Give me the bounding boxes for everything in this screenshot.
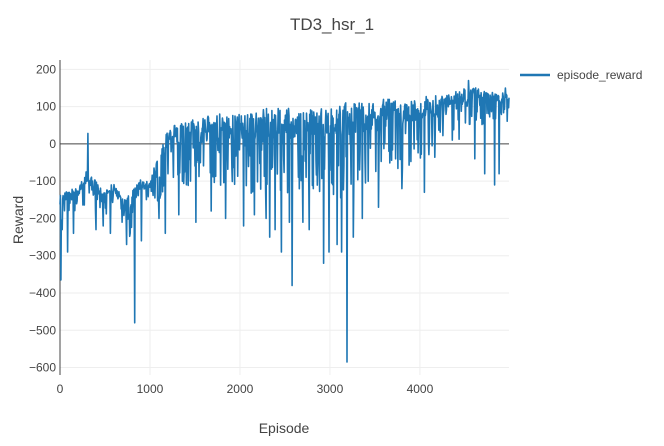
legend[interactable]: episode_reward: [520, 68, 642, 82]
x-tick-label: 0: [57, 382, 64, 396]
series-group: [59, 79, 510, 363]
x-tick-label: 3000: [317, 382, 344, 396]
y-axis-title: Reward: [10, 196, 26, 244]
x-tick-label: 4000: [407, 382, 434, 396]
x-tick-label: 2000: [227, 382, 254, 396]
y-tick-label: −500: [29, 323, 56, 337]
y-tick-label: 0: [49, 137, 56, 151]
x-tick-label: 1000: [137, 382, 164, 396]
series-line-episode_reward: [59, 79, 510, 363]
x-axis-title: Episode: [259, 420, 310, 436]
y-tick-labels: −600 −500 −400 −300 −200 −100 0 100 200: [29, 62, 56, 374]
y-tick-label: −400: [29, 286, 56, 300]
y-tick-label: −100: [29, 174, 56, 188]
x-tick-labels: 0 1000 2000 3000 4000: [57, 382, 434, 396]
legend-label: episode_reward: [557, 68, 642, 82]
y-tick-label: −200: [29, 211, 56, 225]
y-tick-label: −600: [29, 361, 56, 375]
chart-title: TD3_hsr_1: [290, 15, 374, 34]
y-tick-label: 100: [36, 100, 56, 114]
y-tick-label: −300: [29, 249, 56, 263]
y-tick-label: 200: [36, 62, 56, 76]
